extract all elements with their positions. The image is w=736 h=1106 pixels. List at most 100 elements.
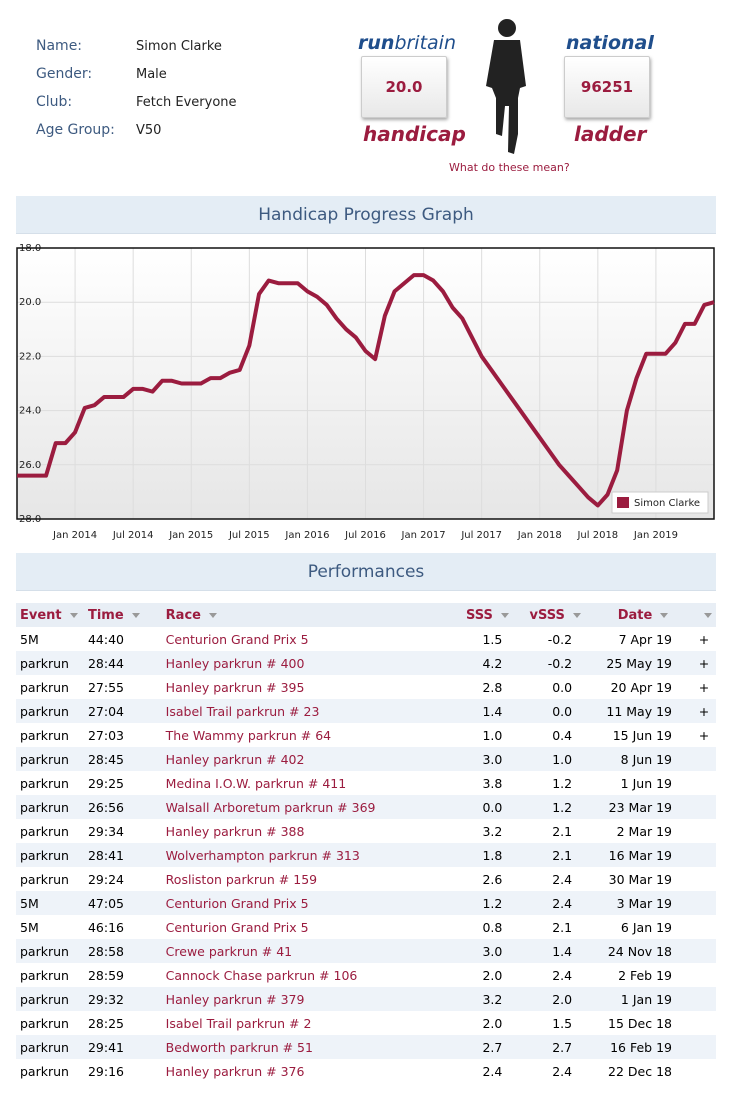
x-tick-label: Jul 2014 <box>112 530 154 541</box>
column-header-text: Race <box>165 607 201 623</box>
race-link[interactable]: Walsall Arboretum parkrun # 369 <box>165 799 376 815</box>
legend-box <box>611 491 709 514</box>
y-tick-label: 24.0 <box>19 406 41 417</box>
table-cell: 4.2 <box>482 655 503 671</box>
race-link[interactable]: Bedworth parkrun # 51 <box>165 1039 313 1055</box>
runbritain-logo: runbritain <box>358 32 456 54</box>
table-cell: parkrun <box>20 847 69 863</box>
table-cell: parkrun <box>20 655 69 671</box>
x-tick-label: Jul 2016 <box>344 530 386 541</box>
race-link[interactable]: Hanley parkrun # 400 <box>165 655 305 671</box>
race-link[interactable]: Hanley parkrun # 379 <box>165 991 305 1007</box>
handicap-caption: handicap <box>363 122 466 146</box>
race-link[interactable]: Rosliston parkrun # 159 <box>165 871 318 887</box>
table-cell: parkrun <box>20 943 69 959</box>
table-cell: 27:55 <box>87 679 124 695</box>
expand-cell[interactable]: + <box>698 727 710 743</box>
expand-cell <box>692 891 716 915</box>
table-cell: 1 Jan 19 <box>620 991 672 1007</box>
table-cell: parkrun <box>20 775 69 791</box>
race-link[interactable]: Isabel Trail parkrun # 2 <box>165 1015 312 1031</box>
table-cell: 1.4 <box>552 943 573 959</box>
logo-britain: britain <box>394 32 457 54</box>
table-row: parkrun 29:24 Rosliston parkrun # 159 2.6 2.… <box>16 867 716 891</box>
race-link[interactable]: Centurion Grand Prix 5 <box>165 631 309 647</box>
table-cell: 3 Mar 19 <box>616 895 672 911</box>
table-cell: 30 Mar 19 <box>608 871 672 887</box>
table-cell: 27:03 <box>87 727 124 743</box>
sort-arrow <box>704 612 712 618</box>
logo-run: run <box>358 32 395 54</box>
table-cell: 28:41 <box>87 847 124 863</box>
table-cell: 0.0 <box>552 703 573 719</box>
race-link[interactable]: Centurion Grand Prix 5 <box>165 895 309 911</box>
table-cell: 29:41 <box>87 1039 124 1055</box>
table-row: parkrun 28:45 Hanley parkrun # 402 3.0 1.0 8 … <box>16 747 716 771</box>
race-link[interactable]: Hanley parkrun # 376 <box>165 1063 305 1079</box>
table-row: parkrun 29:41 Bedworth parkrun # 51 2.7 2.7 1… <box>16 1035 716 1059</box>
table-row: 5M 44:40 Centurion Grand Prix 5 1.5 -0.2 7 Ap… <box>16 627 716 651</box>
expand-cell[interactable]: + <box>698 679 710 695</box>
expand-cell[interactable]: + <box>698 703 710 719</box>
expand-cell <box>692 987 716 1011</box>
ladder-caption: ladder <box>574 122 647 146</box>
table-cell: 16 Mar 19 <box>608 847 672 863</box>
race-link[interactable]: The Wammy parkrun # 64 <box>165 727 332 743</box>
column-header[interactable]: SSS <box>458 603 517 627</box>
table-row: parkrun 29:32 Hanley parkrun # 379 3.2 2.0 1 … <box>16 987 716 1011</box>
race-link[interactable]: Isabel Trail parkrun # 23 <box>165 703 320 719</box>
table-cell: 1.2 <box>552 775 573 791</box>
table-cell: 23 Mar 19 <box>608 799 672 815</box>
table-cell: 2.4 <box>552 871 573 887</box>
race-link[interactable]: Hanley parkrun # 395 <box>165 679 305 695</box>
column-header[interactable]: Date <box>594 603 692 627</box>
race-link[interactable]: Hanley parkrun # 402 <box>165 751 305 767</box>
table-row: parkrun 28:41 Wolverhampton parkrun # 313 1… <box>16 843 716 867</box>
race-link[interactable]: Crewe parkrun # 41 <box>165 943 293 959</box>
table-row: 5M 46:16 Centurion Grand Prix 5 0.8 2.1 6 Jan… <box>16 915 716 939</box>
column-header-text: Date <box>617 607 653 623</box>
table-cell: 2.7 <box>552 1039 573 1055</box>
table-cell: 2.7 <box>482 1039 503 1055</box>
expand-cell[interactable]: + <box>698 631 710 647</box>
plot-border <box>16 247 715 520</box>
table-cell: 27:04 <box>87 703 124 719</box>
table-cell: 29:32 <box>87 991 124 1007</box>
graph-title-bar: Handicap Progress Graph <box>16 196 716 234</box>
table-cell: 2.4 <box>482 1063 503 1079</box>
table-cell: 3.0 <box>482 751 503 767</box>
column-header[interactable]: Time <box>83 603 162 627</box>
table-cell: 26:56 <box>87 799 124 815</box>
table-cell: 15 Jun 19 <box>612 727 672 743</box>
table-cell: 6 Jan 19 <box>620 919 672 935</box>
expand-cell <box>692 843 716 867</box>
race-link[interactable]: Hanley parkrun # 388 <box>165 823 305 839</box>
table-cell: 2 Feb 19 <box>618 967 672 983</box>
field-label: Name: <box>36 38 83 54</box>
y-tick-label: 26.0 <box>19 460 41 471</box>
table-row: parkrun 26:56 Walsall Arboretum parkrun # … <box>16 795 716 819</box>
table-cell: 3.0 <box>482 943 503 959</box>
help-link[interactable]: What do these mean? <box>449 161 570 174</box>
column-header-text: Event <box>20 607 62 623</box>
ladder-badge: 96251 <box>564 56 650 118</box>
race-link[interactable]: Wolverhampton parkrun # 313 <box>165 847 360 863</box>
table-cell: 8 Jun 19 <box>620 751 672 767</box>
table-cell: 1 Jun 19 <box>620 775 672 791</box>
race-link[interactable]: Centurion Grand Prix 5 <box>165 919 309 935</box>
expand-cell[interactable]: + <box>698 655 710 671</box>
table-row: parkrun 29:25 Medina I.O.W. parkrun # 411 3… <box>16 771 716 795</box>
race-link[interactable]: Medina I.O.W. parkrun # 411 <box>165 775 347 791</box>
table-row: 5M 47:05 Centurion Grand Prix 5 1.2 2.4 3 Mar… <box>16 891 716 915</box>
expand-cell <box>692 771 716 795</box>
table-cell: 0.0 <box>552 679 573 695</box>
column-header[interactable]: Event <box>16 603 84 627</box>
column-header[interactable]: vSSS <box>516 603 595 627</box>
table-body: 5M 44:40 Centurion Grand Prix 5 1.5 -0.2 7 Ap… <box>16 627 716 1083</box>
table-cell: 24 Nov 18 <box>607 943 672 959</box>
race-link[interactable]: Cannock Chase parkrun # 106 <box>165 967 358 983</box>
table-cell: 28:25 <box>87 1015 124 1031</box>
column-header-text: SSS <box>465 607 493 623</box>
column-header[interactable]: Race <box>161 603 459 627</box>
expand-cell <box>692 747 716 771</box>
